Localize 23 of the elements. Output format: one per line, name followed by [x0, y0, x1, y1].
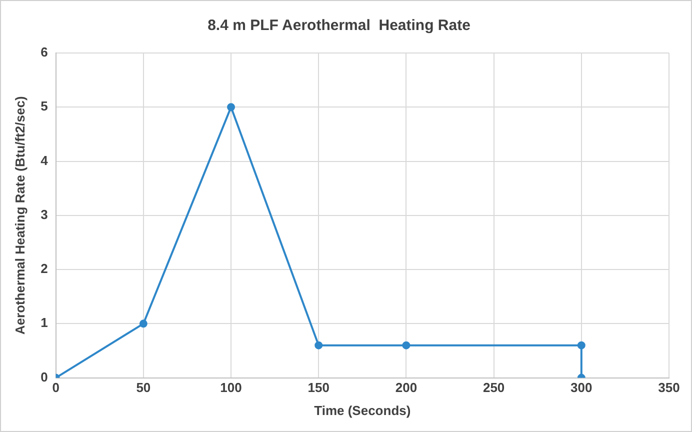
y-tick-label: 1 [40, 315, 48, 330]
x-tick-label: 0 [52, 380, 60, 396]
y-tick-label: 5 [40, 98, 48, 114]
y-axis-title: Aerothermal Heating Rate (Btu/ft2/sec) [12, 96, 28, 335]
point [227, 103, 236, 112]
x-tick-label: 150 [308, 380, 330, 396]
y-tick-label: 2 [40, 261, 48, 276]
y-tick-label: 4 [40, 152, 49, 168]
x-axis-title: Time (Seconds) [314, 402, 411, 418]
y-tick-label: 0 [40, 369, 48, 384]
x-tick-label: 200 [395, 380, 418, 396]
x-tick-label: 300 [570, 380, 592, 396]
x-tick-label: 100 [220, 380, 242, 396]
x-tick-label: 50 [136, 380, 151, 396]
chart-title: 8.4 m PLF Aerothermal Heating Rate [208, 17, 470, 34]
point [314, 341, 323, 350]
x-tick-label: 250 [482, 380, 505, 396]
y-tick-label: 6 [40, 44, 48, 60]
point [402, 341, 410, 350]
point [577, 341, 586, 350]
x-tick-label: 350 [658, 380, 680, 396]
y-tick-label: 3 [40, 206, 48, 222]
point [139, 320, 148, 328]
